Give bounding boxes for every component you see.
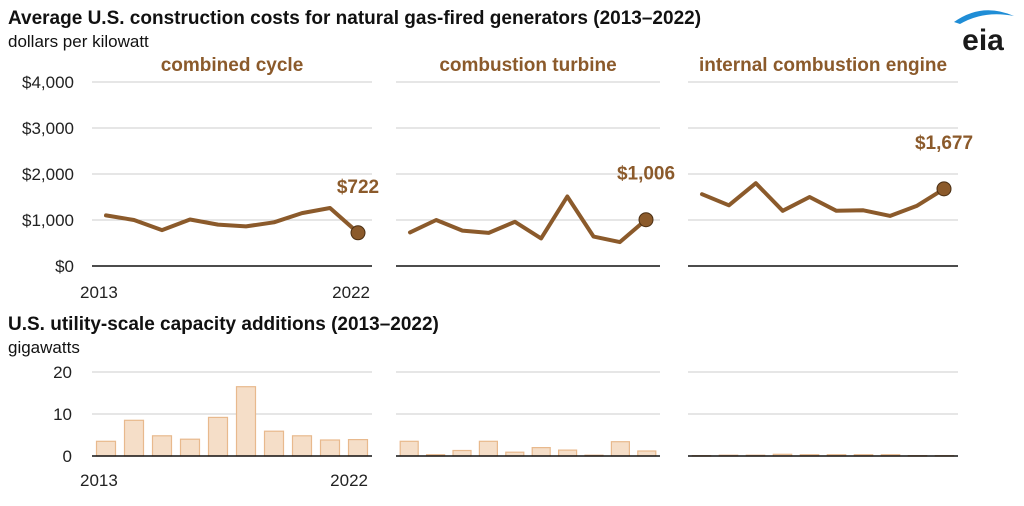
bar — [291, 435, 313, 457]
end-point-marker — [638, 212, 654, 228]
bar — [207, 416, 229, 457]
bar — [531, 447, 551, 457]
cost-chart-title: Average U.S. construction costs for natu… — [8, 8, 702, 29]
y-tick-label: 0 — [63, 447, 72, 466]
series-line — [104, 206, 360, 235]
bar — [235, 386, 257, 457]
bar — [610, 441, 631, 457]
capacity-chart-title: U.S. utility-scale capacity additions (2… — [8, 314, 439, 335]
y-tick-label: 10 — [53, 405, 72, 424]
eia-logo-swoosh — [954, 10, 1014, 24]
y-tick-label: $3,000 — [22, 119, 74, 138]
y-tick-label: $4,000 — [22, 73, 74, 92]
series-line — [700, 181, 946, 218]
end-value-label: $1,006 — [617, 164, 675, 185]
y-tick-label: 20 — [53, 363, 72, 382]
end-point-marker — [936, 181, 952, 197]
panel-title: combustion turbine — [439, 55, 616, 76]
bar — [478, 440, 498, 457]
y-tick-label: $1,000 — [22, 211, 74, 230]
bar — [452, 449, 472, 457]
eia-logo-text: eia — [962, 24, 1004, 54]
end-value-label: $1,677 — [915, 133, 973, 154]
y-tick-label: $2,000 — [22, 165, 74, 184]
cost-unit-label: dollars per kilowatt — [8, 32, 149, 51]
bar — [179, 438, 201, 457]
panel-title: combined cycle — [161, 55, 304, 76]
y-tick-label: $0 — [55, 257, 74, 276]
capacity-unit-label: gigawatts — [8, 338, 80, 357]
end-point-marker — [350, 225, 366, 241]
bar — [151, 435, 173, 457]
series-line — [408, 194, 648, 245]
bar — [347, 439, 369, 457]
bar — [95, 440, 117, 457]
x-tick-label: 2022 — [330, 471, 368, 490]
bar — [123, 419, 145, 457]
x-tick-label: 2022 — [332, 283, 370, 302]
bar — [263, 430, 285, 457]
bar — [557, 449, 578, 457]
panel-title: internal combustion engine — [699, 55, 947, 76]
bar — [319, 439, 341, 457]
x-tick-label: 2013 — [80, 283, 118, 302]
end-value-label: $722 — [337, 177, 379, 198]
x-tick-label: 2013 — [80, 471, 118, 490]
bar — [399, 440, 419, 457]
eia-logo: eia — [954, 10, 1014, 54]
